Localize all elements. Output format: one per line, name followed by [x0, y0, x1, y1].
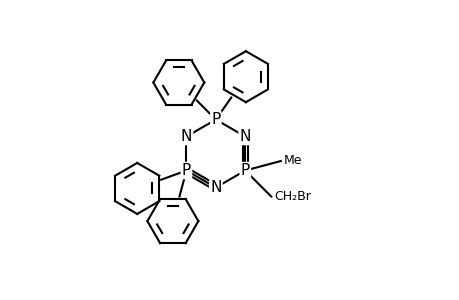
Text: N: N [180, 129, 192, 144]
Text: Me: Me [283, 154, 302, 167]
Text: CH₂Br: CH₂Br [274, 190, 310, 203]
Text: P: P [211, 112, 220, 127]
Text: N: N [239, 129, 251, 144]
Text: P: P [240, 163, 249, 178]
Text: N: N [210, 180, 221, 195]
Text: P: P [181, 163, 190, 178]
